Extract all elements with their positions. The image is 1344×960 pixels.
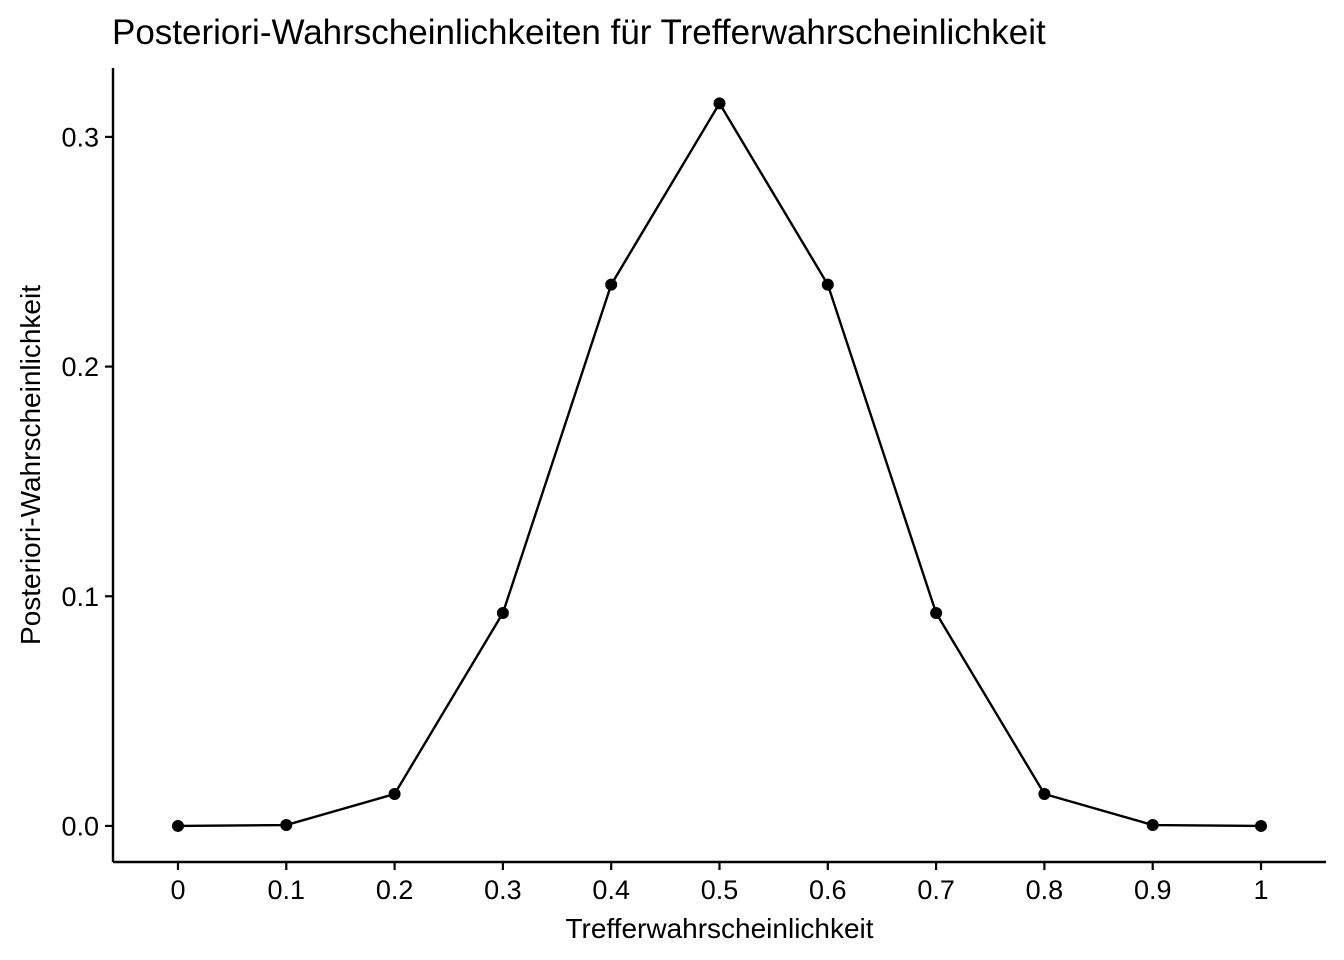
series-line (177, 101, 1262, 828)
x-tick-label: 0.2 (376, 875, 414, 905)
plot-series (171, 97, 1268, 832)
y-tick-label: 0.0 (61, 811, 99, 841)
data-point (280, 819, 293, 832)
x-tick-label: 0.8 (1026, 875, 1064, 905)
data-point (388, 788, 401, 801)
x-tick-label: 1 (1254, 875, 1269, 905)
data-point (605, 278, 618, 291)
x-tick-label: 0.6 (809, 875, 847, 905)
x-tick-label: 0.4 (592, 875, 630, 905)
data-point (713, 97, 726, 110)
x-tick-label: 0.5 (701, 875, 739, 905)
data-point (1038, 788, 1051, 801)
y-tick-label: 0.2 (61, 352, 99, 382)
data-point (930, 607, 943, 620)
x-tick-label: 0.7 (917, 875, 955, 905)
data-point (821, 278, 834, 291)
x-tick-label: 0.3 (484, 875, 522, 905)
y-tick-label: 0.3 (61, 122, 99, 152)
data-point (171, 819, 184, 832)
y-axis: 0.0 0.1 0.2 0.3 (61, 68, 115, 862)
x-axis: 0 0.1 0.2 0.3 0.4 0.5 0.6 0.7 0.8 0.9 1 (113, 860, 1326, 905)
x-axis-title: Trefferwahrscheinlichkeit (565, 913, 873, 944)
x-tick-label: 0 (170, 875, 185, 905)
chart-title: Posteriori-Wahrscheinlichkeiten für Tref… (112, 13, 1046, 52)
y-tick-label: 0.1 (61, 582, 99, 612)
data-point (496, 607, 509, 620)
y-axis-title: Posteriori-Wahrscheinlichkeit (15, 285, 46, 645)
data-point (1255, 819, 1268, 832)
x-tick-label: 0.1 (268, 875, 306, 905)
data-point (1146, 819, 1159, 832)
x-tick-label: 0.9 (1134, 875, 1172, 905)
